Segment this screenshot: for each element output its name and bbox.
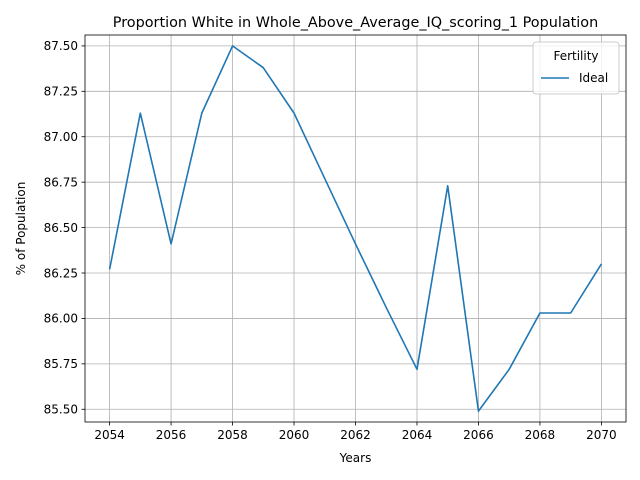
x-tick-label: 2070: [586, 428, 617, 442]
y-tick-label: 86.50: [44, 221, 78, 235]
y-tick-label: 87.25: [44, 85, 78, 99]
legend-label: Ideal: [579, 71, 608, 85]
x-tick-label: 2056: [156, 428, 187, 442]
x-tick-label: 2054: [94, 428, 125, 442]
y-axis-label: % of Population: [14, 182, 28, 276]
x-tick-label: 2064: [402, 428, 433, 442]
series-lines: [108, 45, 603, 412]
legend-title: Fertility: [553, 49, 598, 63]
x-tick-label: 2068: [525, 428, 556, 442]
legend: Fertility Ideal: [532, 41, 620, 95]
grid: [85, 35, 626, 422]
y-tick-label: 86.00: [44, 312, 78, 326]
y-axis-ticks: 85.50 85.75 86.00 86.25 86.50 86.75 87.00 87.25…: [44, 39, 85, 417]
x-tick-label: 2058: [217, 428, 248, 442]
y-tick-label: 87.50: [44, 39, 78, 53]
y-tick-label: 85.75: [44, 357, 78, 371]
y-tick-label: 86.75: [44, 175, 78, 189]
x-tick-label: 2062: [340, 428, 371, 442]
x-axis-label: Years: [339, 451, 372, 465]
y-tick-label: 87.00: [44, 130, 78, 144]
x-axis-ticks: 2054 2056 2058 2060 2062 2064 2066 2068 2070: [94, 422, 617, 442]
legend-box: [532, 41, 620, 95]
x-tick-label: 2066: [463, 428, 494, 442]
chart-title: Proportion White in Whole_Above_Average_…: [113, 15, 598, 31]
x-tick-label: 2060: [279, 428, 310, 442]
y-tick-label: 85.50: [44, 403, 78, 417]
y-tick-label: 86.25: [44, 266, 78, 280]
series-line-ideal: [108, 45, 603, 412]
